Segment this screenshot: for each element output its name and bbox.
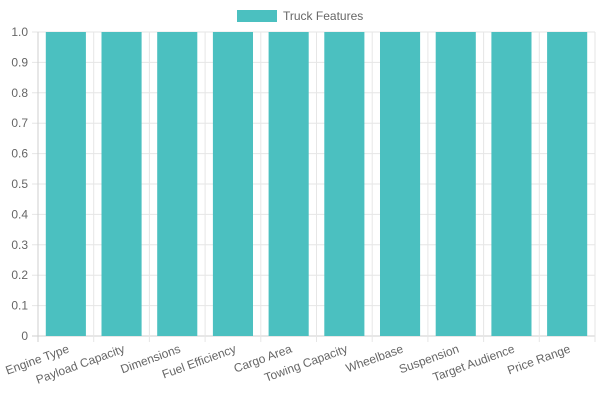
- legend-swatch-truck-features: [237, 10, 277, 22]
- bars: [45, 32, 588, 336]
- y-tick-label: 0.8: [11, 86, 28, 100]
- y-tick-label: 0.7: [11, 116, 28, 130]
- y-tick-label: 0.5: [11, 177, 28, 191]
- y-tick-label: 0.1: [11, 299, 28, 313]
- y-tick-label: 0.6: [11, 147, 28, 161]
- bar-engine-type[interactable]: [45, 32, 86, 336]
- bar-price-range[interactable]: [547, 32, 588, 336]
- bar-towing-capacity[interactable]: [324, 32, 365, 336]
- y-tick-label: 0: [21, 329, 28, 343]
- y-tick-label: 0.2: [11, 268, 28, 282]
- bar-wheelbase[interactable]: [379, 32, 421, 336]
- y-tick-label: 0.3: [11, 238, 28, 252]
- bar-dimensions[interactable]: [157, 32, 198, 336]
- bar-suspension[interactable]: [435, 32, 476, 336]
- bar-target-audience[interactable]: [491, 32, 532, 336]
- y-tick-label: 0.4: [11, 207, 28, 221]
- y-tick-label: 0.9: [11, 55, 28, 69]
- legend-label-truck-features: Truck Features: [283, 9, 363, 23]
- bar-fuel-efficiency[interactable]: [212, 32, 254, 336]
- bar-cargo-area[interactable]: [268, 32, 309, 336]
- y-tick-label: 1.0: [11, 25, 28, 39]
- x-tick-label: Price Range: [505, 342, 572, 378]
- x-tick-label: Wheelbase: [344, 342, 406, 376]
- bar-payload-capacity[interactable]: [101, 32, 142, 336]
- legend[interactable]: Truck Features: [237, 9, 363, 23]
